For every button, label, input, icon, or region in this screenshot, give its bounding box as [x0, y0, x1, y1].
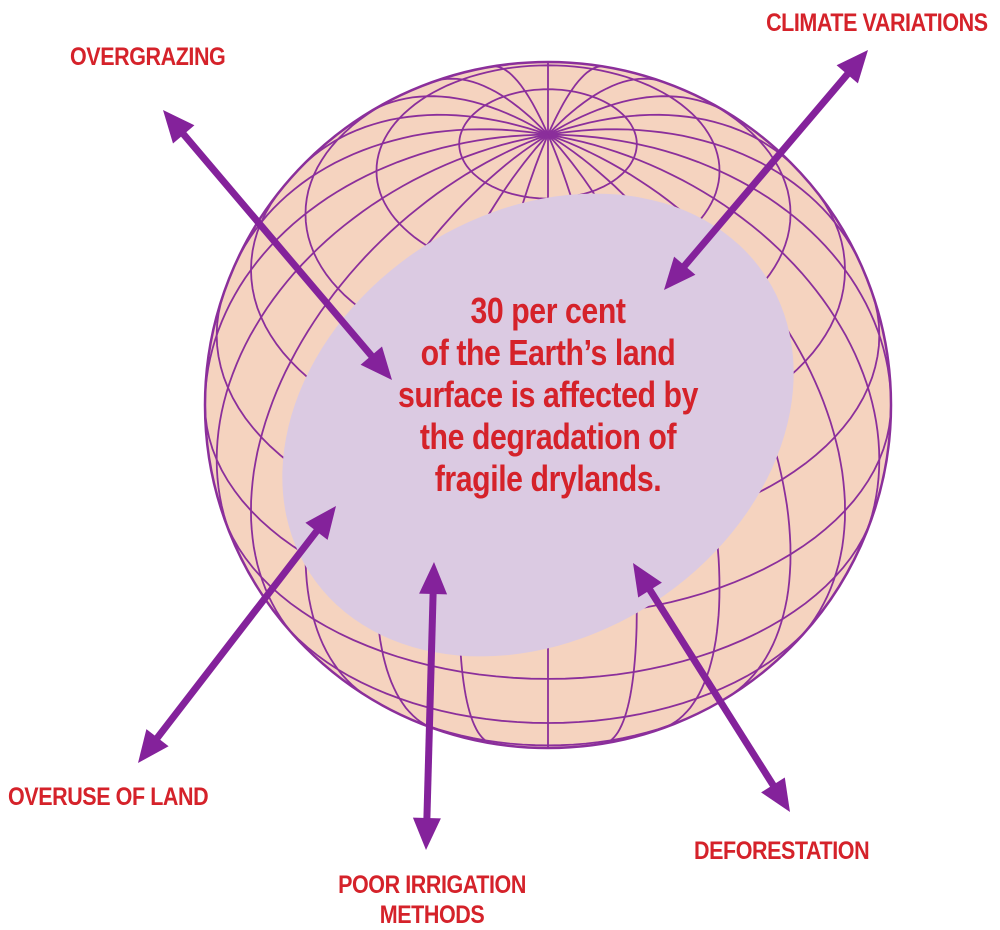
globe-grid-line [547, 95, 729, 136]
arrow-head [305, 506, 336, 540]
arrow-head [836, 50, 868, 84]
drylands-statement: 30 per cent of the Earth’s land surface … [363, 290, 733, 500]
overuse-of-land-arrow-icon [138, 506, 336, 763]
arrow-head [633, 563, 662, 598]
drylands-region [282, 193, 794, 657]
arrow-head [664, 256, 696, 290]
globe-grid-line [490, 65, 549, 136]
statement-line-1: 30 per cent [470, 290, 626, 331]
poor-irrigation-label-line2: METHODS [379, 901, 485, 929]
arrow-shaft [152, 526, 322, 743]
climate-variations-arrow-icon [664, 50, 868, 290]
overgrazing-arrow-icon [163, 110, 392, 380]
climate-variations-label: CLIMATE VARIATIONS [766, 9, 988, 37]
arrow-head [138, 729, 169, 763]
globe-grid-line [547, 113, 801, 173]
statement-line-4: the degradation of [419, 416, 677, 457]
globe-grid-line [282, 622, 814, 724]
statement-line-2: of the Earth’s land [420, 332, 676, 373]
globe-grid-line [367, 95, 549, 136]
statement-line-3: surface is affected by [397, 374, 699, 415]
arrow-head [419, 562, 448, 595]
deforestation-arrow-icon [633, 563, 790, 812]
arrow-shaft [178, 129, 377, 361]
arrow-head [163, 110, 195, 144]
arrow-shaft [423, 589, 437, 823]
globe-grid-line [250, 133, 549, 645]
globe-grid-line [215, 133, 549, 550]
arrow-shaft [679, 69, 853, 271]
globe-grid-line [547, 65, 606, 136]
poor-irrigation-label-line1: POOR IRRIGATION [338, 871, 526, 899]
globe-grid-line [295, 113, 549, 173]
globe-grid-line [547, 133, 881, 550]
deforestation-label: DEFORESTATION [694, 837, 870, 865]
overuse-of-land-label: OVERUSE OF LAND [8, 783, 209, 811]
globe-outline [203, 60, 893, 750]
globe-grid-line [458, 88, 638, 200]
cause-arrows [138, 50, 868, 850]
poor-irrigation-arrow-icon [412, 562, 448, 850]
globe-grid-line [547, 77, 664, 136]
arrow-head [761, 777, 790, 812]
arrow-shaft [644, 584, 779, 791]
globe-grid-line [432, 77, 549, 136]
overgrazing-label: OVERGRAZING [70, 43, 226, 71]
arrow-head [412, 817, 441, 850]
globe-grid-line [547, 133, 846, 645]
arrow-head [360, 346, 392, 380]
globe-grid-line [223, 517, 873, 680]
statement-line-5: fragile drylands. [434, 458, 662, 499]
poor-irrigation-methods-label: POOR IRRIGATION METHODS [286, 870, 578, 930]
